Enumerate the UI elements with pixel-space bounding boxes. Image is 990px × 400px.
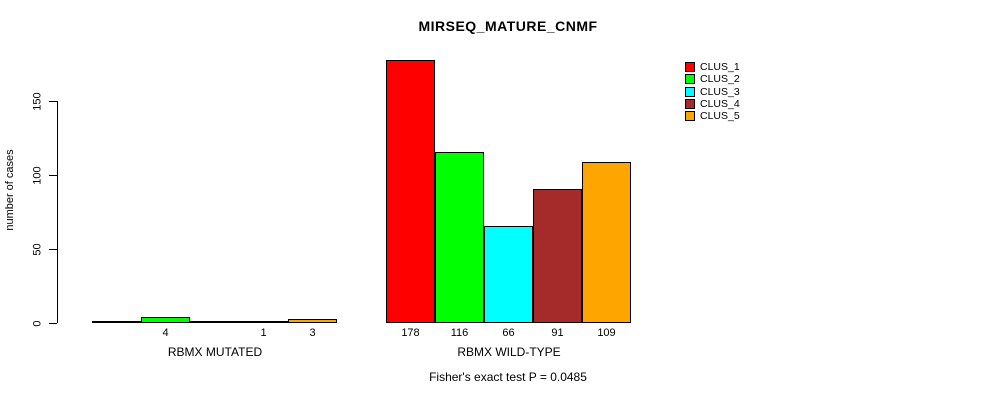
- fisher-test-annotation: Fisher's exact test P = 0.0485: [429, 370, 587, 384]
- bar-clus_3-group1: [190, 321, 239, 323]
- legend-label: CLUS_1: [700, 61, 740, 74]
- bar-value-label: 109: [597, 327, 616, 339]
- x-group-label: RBMX MUTATED: [167, 345, 263, 359]
- legend-label: CLUS_3: [700, 85, 740, 98]
- bar-clus_5-group2: [582, 162, 631, 323]
- legend: CLUS_1 CLUS_2 CLUS_3 CLUS_4 CLUS_5: [685, 61, 740, 122]
- bar-clus_2-group2: [435, 152, 484, 323]
- bar-clus_4-group2: [533, 189, 582, 323]
- bar-value-label: 1: [260, 327, 267, 339]
- legend-color-swatch: [685, 86, 695, 97]
- bar-clus_3-group2: [484, 226, 533, 323]
- bar-value-label: 178: [401, 327, 420, 339]
- bar-clus_4-group1: [239, 321, 288, 323]
- bar-clus_1-group2: [386, 60, 435, 323]
- bar-value-label: 66: [502, 327, 515, 339]
- x-group-label: RBMX WILD-TYPE: [457, 345, 561, 359]
- legend-item: CLUS_5: [685, 110, 740, 122]
- legend-color-swatch: [685, 74, 695, 85]
- y-axis-line: [57, 101, 58, 323]
- legend-item: CLUS_2: [685, 73, 740, 85]
- legend-item: CLUS_3: [685, 86, 740, 98]
- y-tick-mark: [49, 101, 57, 102]
- y-tick-label: 50: [31, 243, 44, 256]
- y-tick-mark: [49, 322, 57, 324]
- legend-color-swatch: [685, 62, 695, 73]
- legend-label: CLUS_5: [700, 110, 740, 123]
- y-tick-mark: [49, 248, 57, 250]
- bar-clus_2-group1: [141, 317, 190, 323]
- y-tick-label: 100: [31, 166, 44, 185]
- chart-title: MIRSEQ_MATURE_CNMF: [418, 18, 598, 34]
- y-tick-label: 0: [31, 319, 44, 327]
- y-axis-label: number of cases: [4, 149, 16, 231]
- legend-label: CLUS_4: [700, 98, 740, 111]
- legend-item: CLUS_1: [685, 61, 740, 73]
- legend-label: CLUS_2: [700, 73, 740, 86]
- legend-color-swatch: [685, 111, 695, 122]
- y-tick-label: 150: [31, 92, 44, 111]
- legend-color-swatch: [685, 99, 695, 110]
- bar-value-label: 116: [450, 327, 469, 339]
- y-tick-mark: [49, 174, 57, 176]
- bar-clus_1-group1: [92, 321, 141, 323]
- bar-value-label: 4: [162, 327, 169, 339]
- bar-value-label: 3: [309, 327, 316, 339]
- legend-item: CLUS_4: [685, 98, 740, 110]
- bar-value-label: 91: [551, 327, 564, 339]
- bar-clus_5-group1: [288, 319, 337, 323]
